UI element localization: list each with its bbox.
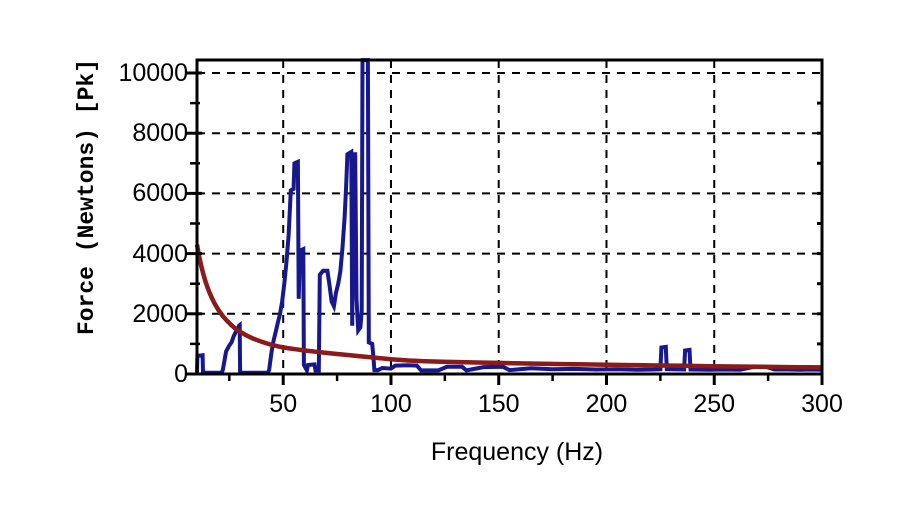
plot-frame: [195, 58, 824, 376]
x-tick-label: 300: [801, 390, 843, 418]
y-tick-label: 4000: [132, 239, 188, 268]
x-tick-label: 200: [585, 390, 628, 418]
y-tick-label: 2000: [132, 299, 188, 328]
x-tick-label: 150: [477, 390, 520, 418]
y-tick-label: 10000: [118, 59, 188, 87]
series-force-spectrum: [195, 58, 823, 377]
x-axis-title: Frequency (Hz): [430, 438, 604, 466]
x-tick-label: 50: [269, 390, 298, 418]
x-tick-label: 100: [370, 390, 412, 418]
y-tick-label: 6000: [132, 179, 188, 208]
x-tick-label: 250: [693, 390, 736, 418]
y-tick-label: 0: [174, 360, 188, 388]
series-limit-curve: [194, 244, 823, 370]
y-tick-label: 8000: [132, 119, 188, 148]
